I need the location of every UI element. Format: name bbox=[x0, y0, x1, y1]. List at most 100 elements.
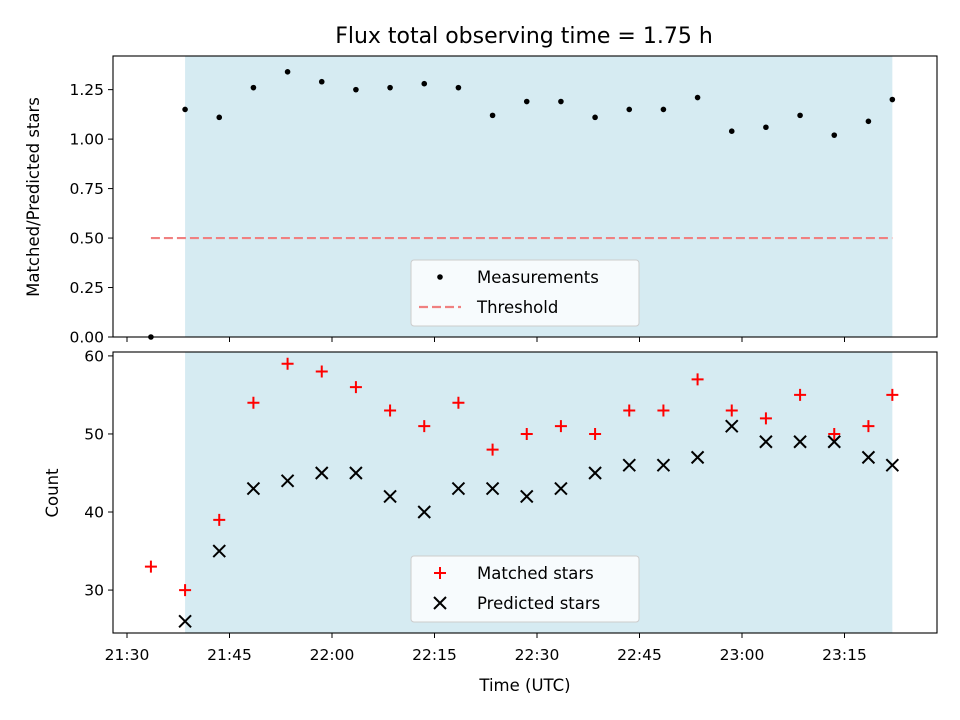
y-tick-label: 50 bbox=[84, 425, 104, 443]
measurement-point bbox=[216, 114, 223, 121]
matched-star-point bbox=[418, 420, 431, 433]
measurement-point bbox=[421, 80, 428, 87]
matched-star-point bbox=[623, 404, 636, 417]
measurement-point bbox=[284, 69, 291, 75]
predicted-star-point bbox=[280, 474, 295, 488]
matched-star-point bbox=[452, 396, 465, 409]
top-axes-frame bbox=[112, 55, 938, 338]
y-tick-label: 0.75 bbox=[69, 180, 104, 198]
predicted-star-point bbox=[656, 458, 671, 472]
measurement-point bbox=[489, 112, 496, 119]
legend-threshold-label: Threshold bbox=[476, 298, 558, 317]
measurement-point bbox=[831, 132, 838, 138]
predicted-star-point bbox=[554, 481, 568, 496]
y-tick-label: 0.25 bbox=[69, 279, 104, 297]
measurement-point bbox=[353, 86, 359, 93]
x-tick-label: 21:30 bbox=[105, 646, 150, 664]
measurement-point bbox=[318, 78, 325, 85]
predicted-star-point bbox=[622, 458, 636, 472]
matched-star-point bbox=[862, 420, 875, 433]
measurement-point bbox=[592, 114, 598, 121]
bottom-axes-frame bbox=[112, 351, 938, 634]
matched-star-point bbox=[759, 412, 772, 425]
matched-stars-points bbox=[144, 357, 899, 597]
y-tick-label: 40 bbox=[84, 504, 104, 522]
matched-star-point bbox=[554, 420, 567, 433]
y-tick-label: 1.00 bbox=[69, 131, 104, 149]
matched-star-point bbox=[794, 388, 807, 401]
bottom-y-axis-label: Count bbox=[43, 468, 62, 518]
legend-matched-marker bbox=[434, 567, 446, 579]
measurement-point bbox=[558, 98, 564, 105]
measurement-point bbox=[660, 106, 667, 113]
bottom-x-ticks: 21:30 21:45 22:00 22:15 22:30 22:45 23:00 23:15 bbox=[105, 633, 867, 664]
matched-star-point bbox=[384, 404, 397, 417]
legend-matched-label: Matched stars bbox=[477, 564, 594, 583]
legend-predicted-marker bbox=[433, 596, 447, 610]
measurement-point bbox=[455, 84, 462, 91]
predicted-star-point bbox=[588, 466, 602, 480]
top-y-ticks: 0.00 0.25 0.50 0.75 1.00 1.25 bbox=[69, 81, 113, 347]
x-tick-label: 22:00 bbox=[310, 646, 355, 664]
measurement-point bbox=[728, 128, 735, 134]
measurement-points bbox=[148, 69, 896, 340]
predicted-star-point bbox=[759, 435, 773, 449]
measurement-point bbox=[694, 94, 701, 101]
measurement-point bbox=[797, 112, 803, 119]
predicted-star-point bbox=[315, 466, 329, 480]
matched-star-point bbox=[520, 427, 533, 440]
measurement-point bbox=[387, 84, 393, 91]
x-tick-label: 23:15 bbox=[822, 646, 867, 664]
matched-star-point bbox=[213, 513, 226, 526]
top-y-axis-label: Matched/Predicted stars bbox=[24, 97, 43, 297]
predicted-star-point bbox=[690, 450, 705, 465]
matched-star-point bbox=[349, 381, 362, 394]
x-tick-label: 22:15 bbox=[412, 646, 457, 664]
matched-star-point bbox=[691, 373, 704, 386]
predicted-star-point bbox=[861, 450, 876, 465]
matched-star-point bbox=[725, 404, 738, 417]
predicted-star-point bbox=[383, 489, 397, 504]
matched-star-point bbox=[828, 427, 841, 440]
predicted-star-point bbox=[451, 481, 466, 496]
x-tick-label: 21:45 bbox=[207, 646, 252, 664]
top-legend: Measurements Threshold bbox=[410, 259, 640, 327]
matched-star-point bbox=[144, 560, 157, 573]
predicted-star-point bbox=[725, 419, 739, 433]
legend-predicted-label: Predicted stars bbox=[477, 594, 600, 613]
predicted-star-point bbox=[417, 505, 431, 519]
matched-star-point bbox=[281, 357, 294, 370]
measurement-point bbox=[865, 118, 872, 125]
predicted-star-point bbox=[246, 481, 261, 496]
top-panel: 0.00 0.25 0.50 0.75 1.00 1.25 Matched/Predict… bbox=[24, 55, 938, 347]
matched-star-point bbox=[486, 443, 499, 456]
matched-star-point bbox=[247, 396, 260, 409]
measurement-point bbox=[626, 106, 633, 113]
y-tick-label: 1.25 bbox=[69, 81, 104, 99]
measurement-point bbox=[763, 124, 769, 131]
bottom-legend: Matched stars Predicted stars bbox=[410, 555, 640, 623]
measurement-point bbox=[250, 84, 257, 91]
measurement-point bbox=[523, 98, 530, 105]
y-tick-label: 0.50 bbox=[69, 230, 104, 248]
matched-star-point bbox=[657, 404, 670, 417]
y-tick-label: 0.00 bbox=[69, 329, 104, 347]
predicted-star-point bbox=[178, 614, 192, 628]
measurement-point bbox=[182, 106, 188, 113]
top-x-ticks bbox=[126, 337, 845, 342]
predicted-star-point bbox=[827, 435, 841, 449]
x-tick-label: 23:00 bbox=[720, 646, 765, 664]
predicted-star-point bbox=[793, 435, 807, 449]
matched-star-point bbox=[886, 388, 899, 401]
measurement-point bbox=[889, 96, 896, 103]
x-tick-label: 22:45 bbox=[617, 646, 662, 664]
matched-star-point bbox=[179, 584, 192, 597]
legend-measurements-marker bbox=[437, 274, 443, 280]
chart-title: Flux total observing time = 1.75 h bbox=[335, 24, 713, 49]
matched-star-point bbox=[315, 365, 328, 378]
predicted-star-point bbox=[485, 481, 500, 496]
predicted-star-point bbox=[885, 458, 900, 472]
bottom-y-ticks: 30 40 50 60 bbox=[84, 347, 113, 600]
